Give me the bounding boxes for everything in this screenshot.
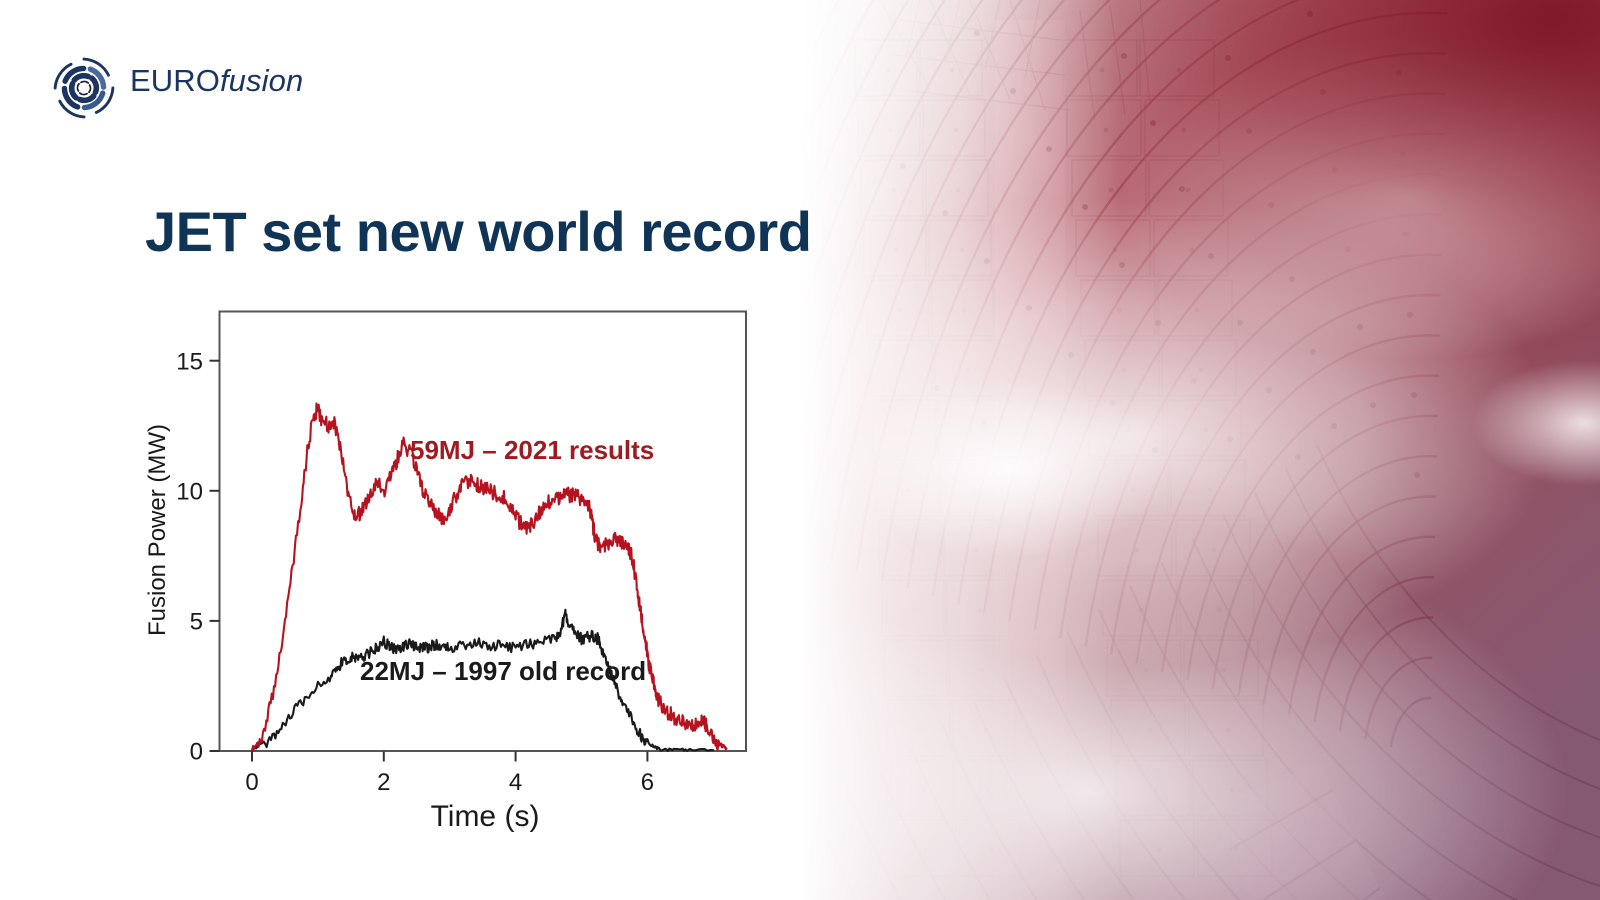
svg-text:2: 2 [377,769,390,796]
svg-text:22MJ – 1997 old record: 22MJ – 1997 old record [360,656,646,686]
svg-text:Time (s): Time (s) [431,800,540,833]
svg-text:59MJ – 2021 results: 59MJ – 2021 results [410,435,654,465]
svg-text:10: 10 [176,479,203,506]
svg-text:0: 0 [190,739,203,766]
svg-text:5: 5 [190,609,203,636]
svg-text:Fusion Power (MW): Fusion Power (MW) [144,424,171,636]
svg-text:6: 6 [641,769,654,796]
svg-text:4: 4 [509,769,522,796]
svg-text:0: 0 [245,769,258,796]
svg-text:15: 15 [176,349,203,376]
